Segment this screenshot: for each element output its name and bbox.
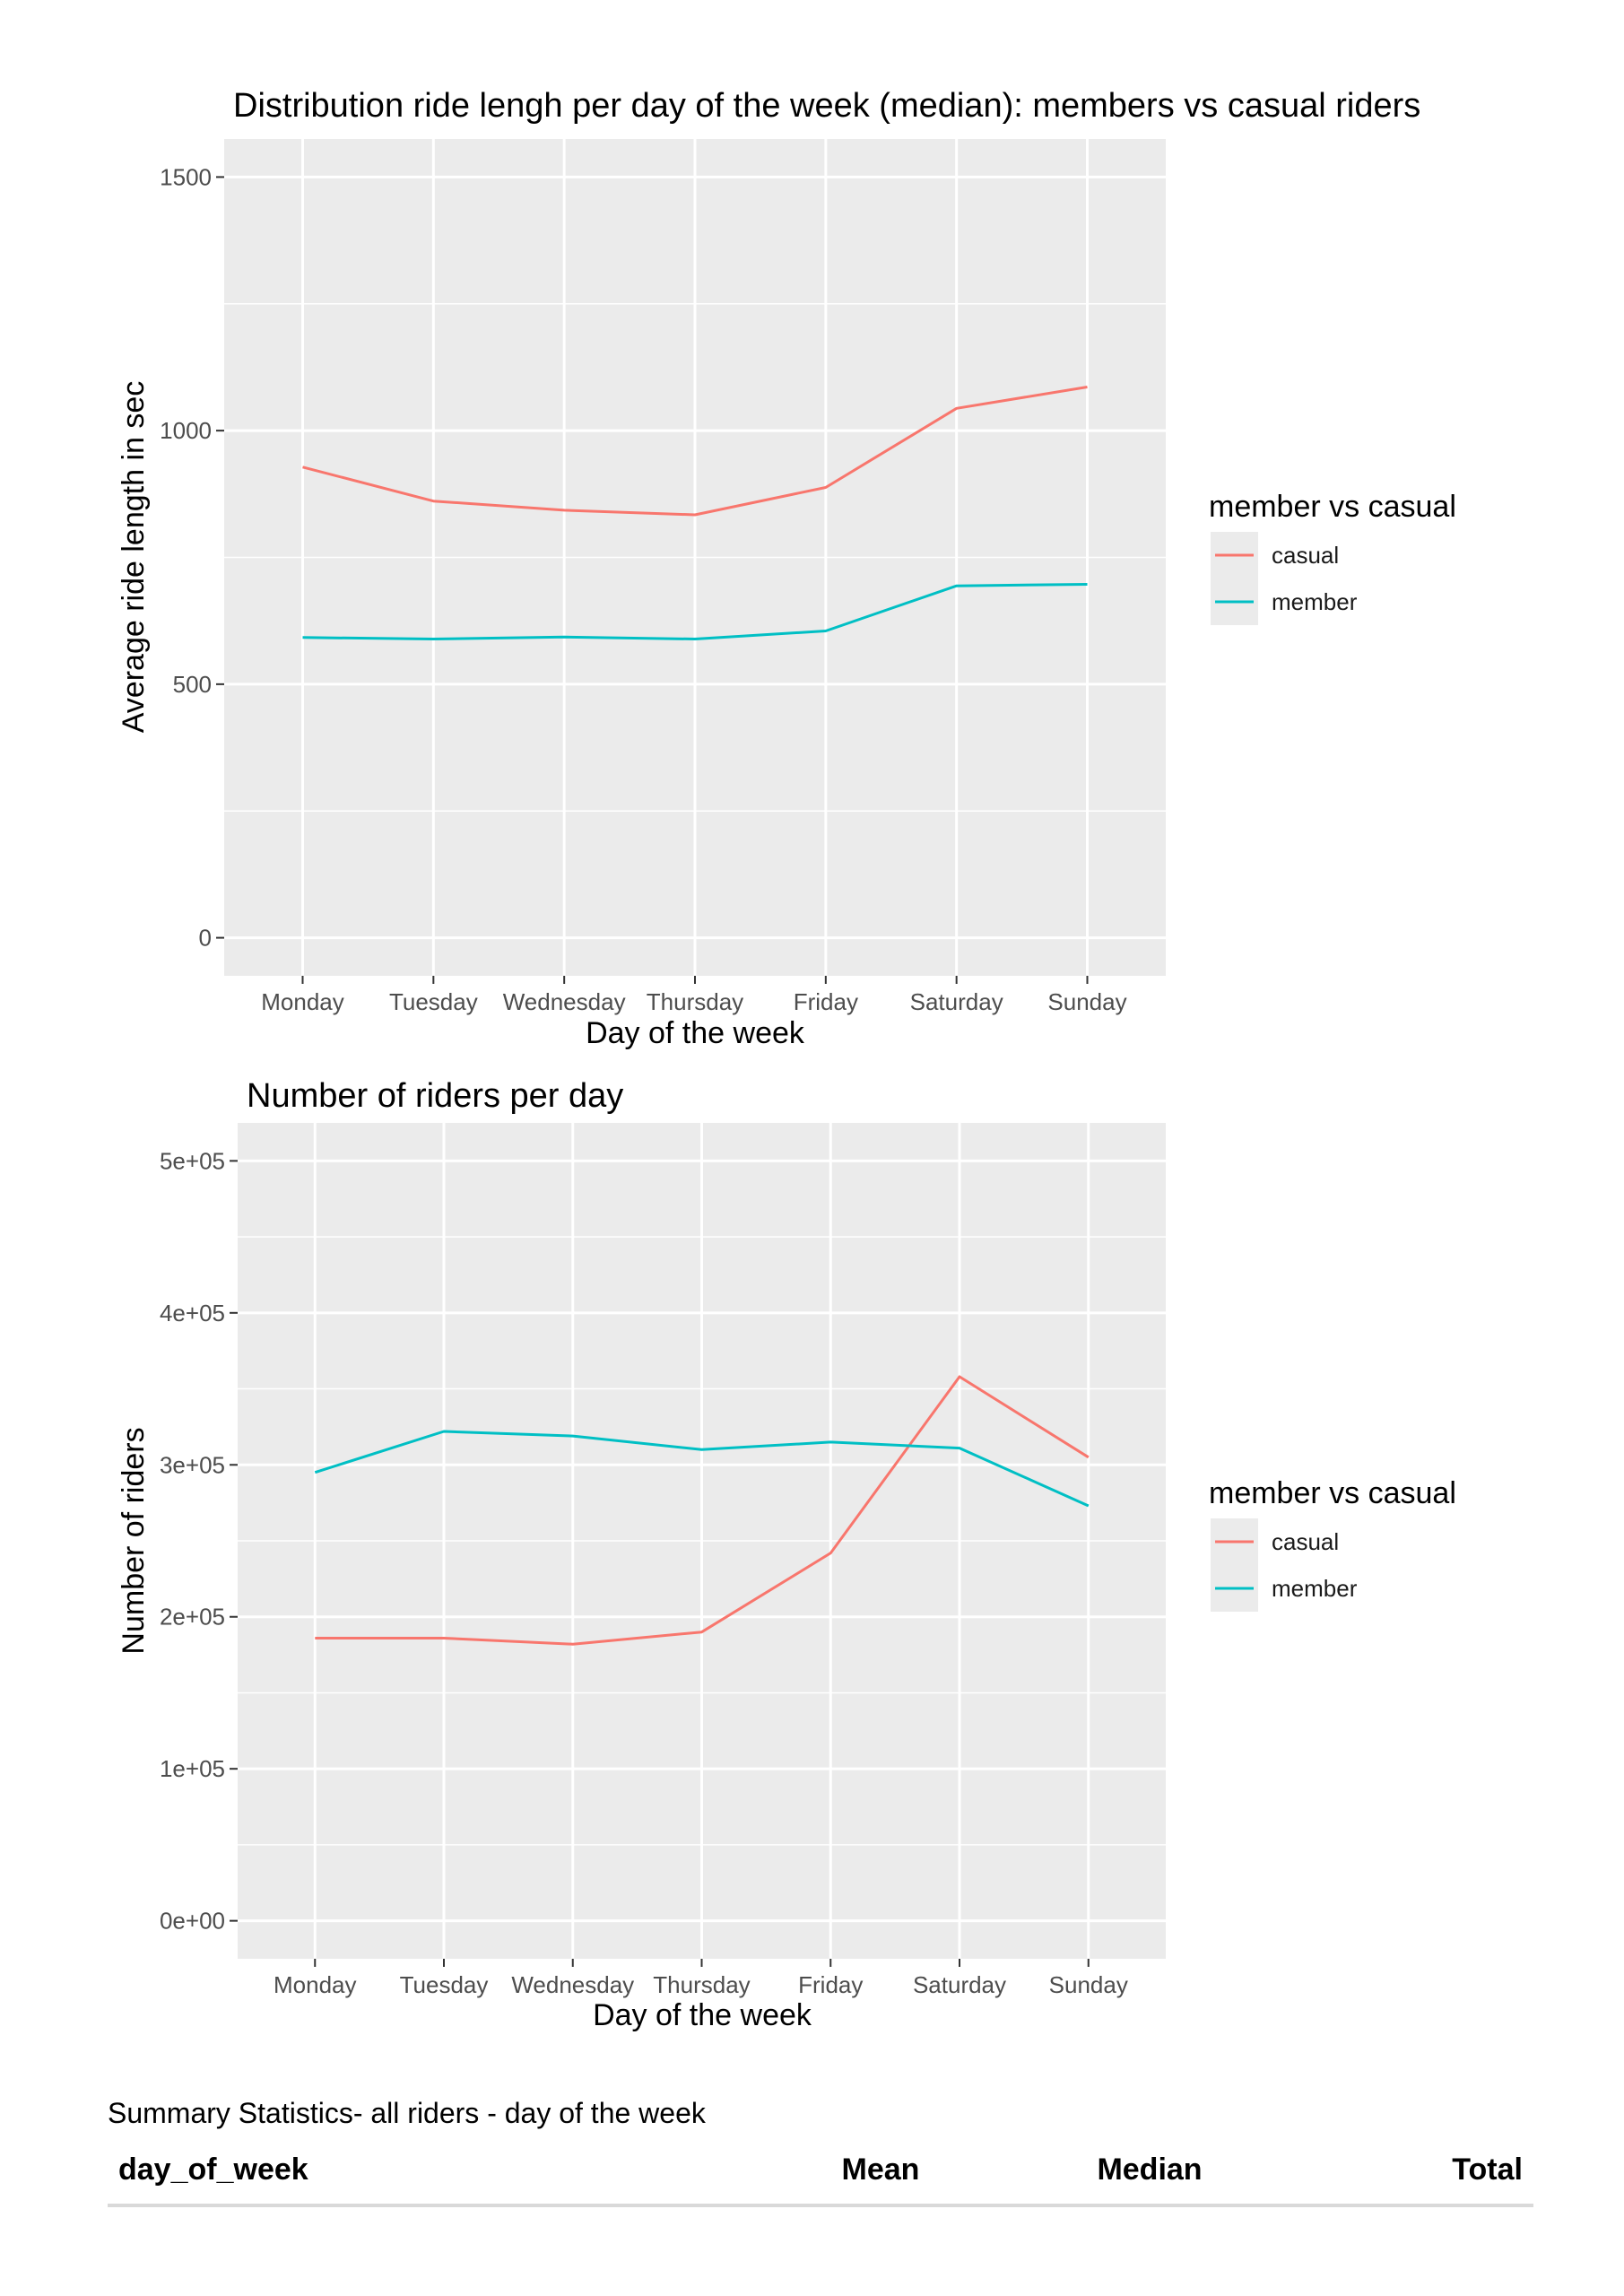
- summary-header-row: day_of_week Mean Median Total: [108, 2152, 1533, 2207]
- column-header-total: Total: [1284, 2152, 1533, 2207]
- y-tick-label: 3e+05: [160, 1451, 225, 1478]
- x-axis-title: Day of the week: [593, 1998, 812, 2032]
- x-tick-label: Thursday: [647, 988, 743, 1015]
- series-line-casual: [302, 386, 1088, 517]
- x-tick-label: Friday: [794, 988, 858, 1015]
- x-tick-label: Sunday: [1047, 988, 1126, 1015]
- major-gridlines: [238, 1123, 1166, 1959]
- legend: member vs casual casual member: [1209, 1476, 1456, 1612]
- y-axis-title: Average ride length in sec: [117, 381, 151, 734]
- y-axis-ticks: 0e+00 1e+05 2e+05 3e+05 4e+05 5e+05: [160, 1147, 238, 1935]
- x-tick-label: Wednesday: [511, 1971, 634, 1998]
- column-header-mean: Mean: [746, 2152, 1015, 2207]
- series-line-member: [314, 1430, 1090, 1508]
- series-lines: [302, 386, 1088, 640]
- x-tick-label: Tuesday: [400, 1971, 489, 1998]
- legend-title: member vs casual: [1209, 1476, 1456, 1510]
- y-tick-label: 500: [173, 671, 212, 698]
- column-header-day-of-week: day_of_week: [108, 2152, 746, 2207]
- column-header-median: Median: [1015, 2152, 1284, 2207]
- summary-table: day_of_week Mean Median Total: [108, 2152, 1533, 2207]
- chart-title: Distribution ride lengh per day of the w…: [233, 87, 1420, 125]
- legend-label-casual: casual: [1272, 542, 1339, 569]
- legend-title: member vs casual: [1209, 490, 1456, 524]
- legend-label-casual: casual: [1272, 1528, 1339, 1555]
- series-lines: [314, 1375, 1090, 1646]
- x-tick-label: Monday: [261, 988, 344, 1015]
- x-axis-ticks: Monday Tuesday Wednesday Thursday Friday Satu…: [274, 1959, 1128, 1998]
- summary-caption: Summary Statistics- all riders - day of …: [108, 2097, 706, 2129]
- x-tick-label: Monday: [274, 1971, 357, 1998]
- x-axis-title: Day of the week: [586, 1016, 805, 1050]
- y-tick-label: 5e+05: [160, 1147, 225, 1174]
- y-tick-label: 4e+05: [160, 1300, 225, 1326]
- major-gridlines: [224, 139, 1166, 976]
- legend-label-member: member: [1272, 1575, 1358, 1602]
- y-axis-ticks: 0 500 1000 1500: [160, 163, 224, 952]
- y-tick-label: 2e+05: [160, 1604, 225, 1631]
- y-axis-title: Number of riders: [117, 1427, 151, 1654]
- x-tick-label: Saturday: [913, 1971, 1006, 1998]
- legend-label-member: member: [1272, 588, 1358, 615]
- x-tick-label: Thursday: [653, 1971, 750, 1998]
- ride-length-chart: Distribution ride lengh per day of the w…: [117, 87, 1456, 1050]
- x-tick-label: Tuesday: [389, 988, 478, 1015]
- x-axis-ticks: Monday Tuesday Wednesday Thursday Friday Satu…: [261, 976, 1127, 1015]
- x-tick-label: Friday: [798, 1971, 863, 1998]
- chart-title: Number of riders per day: [247, 1077, 623, 1115]
- y-tick-label: 0e+00: [160, 1908, 225, 1935]
- y-tick-label: 0: [199, 925, 212, 952]
- riders-per-day-chart: Number of riders per day 0e+00 1e+05 2e+05…: [117, 1077, 1456, 2032]
- x-tick-label: Saturday: [910, 988, 1003, 1015]
- x-tick-label: Wednesday: [503, 988, 626, 1015]
- y-tick-label: 1000: [160, 417, 212, 444]
- y-tick-label: 1e+05: [160, 1755, 225, 1782]
- series-line-member: [302, 583, 1088, 640]
- legend: member vs casual casual member: [1209, 490, 1456, 625]
- series-line-casual: [315, 1375, 1090, 1646]
- x-tick-label: Sunday: [1049, 1971, 1128, 1998]
- y-tick-label: 1500: [160, 163, 212, 190]
